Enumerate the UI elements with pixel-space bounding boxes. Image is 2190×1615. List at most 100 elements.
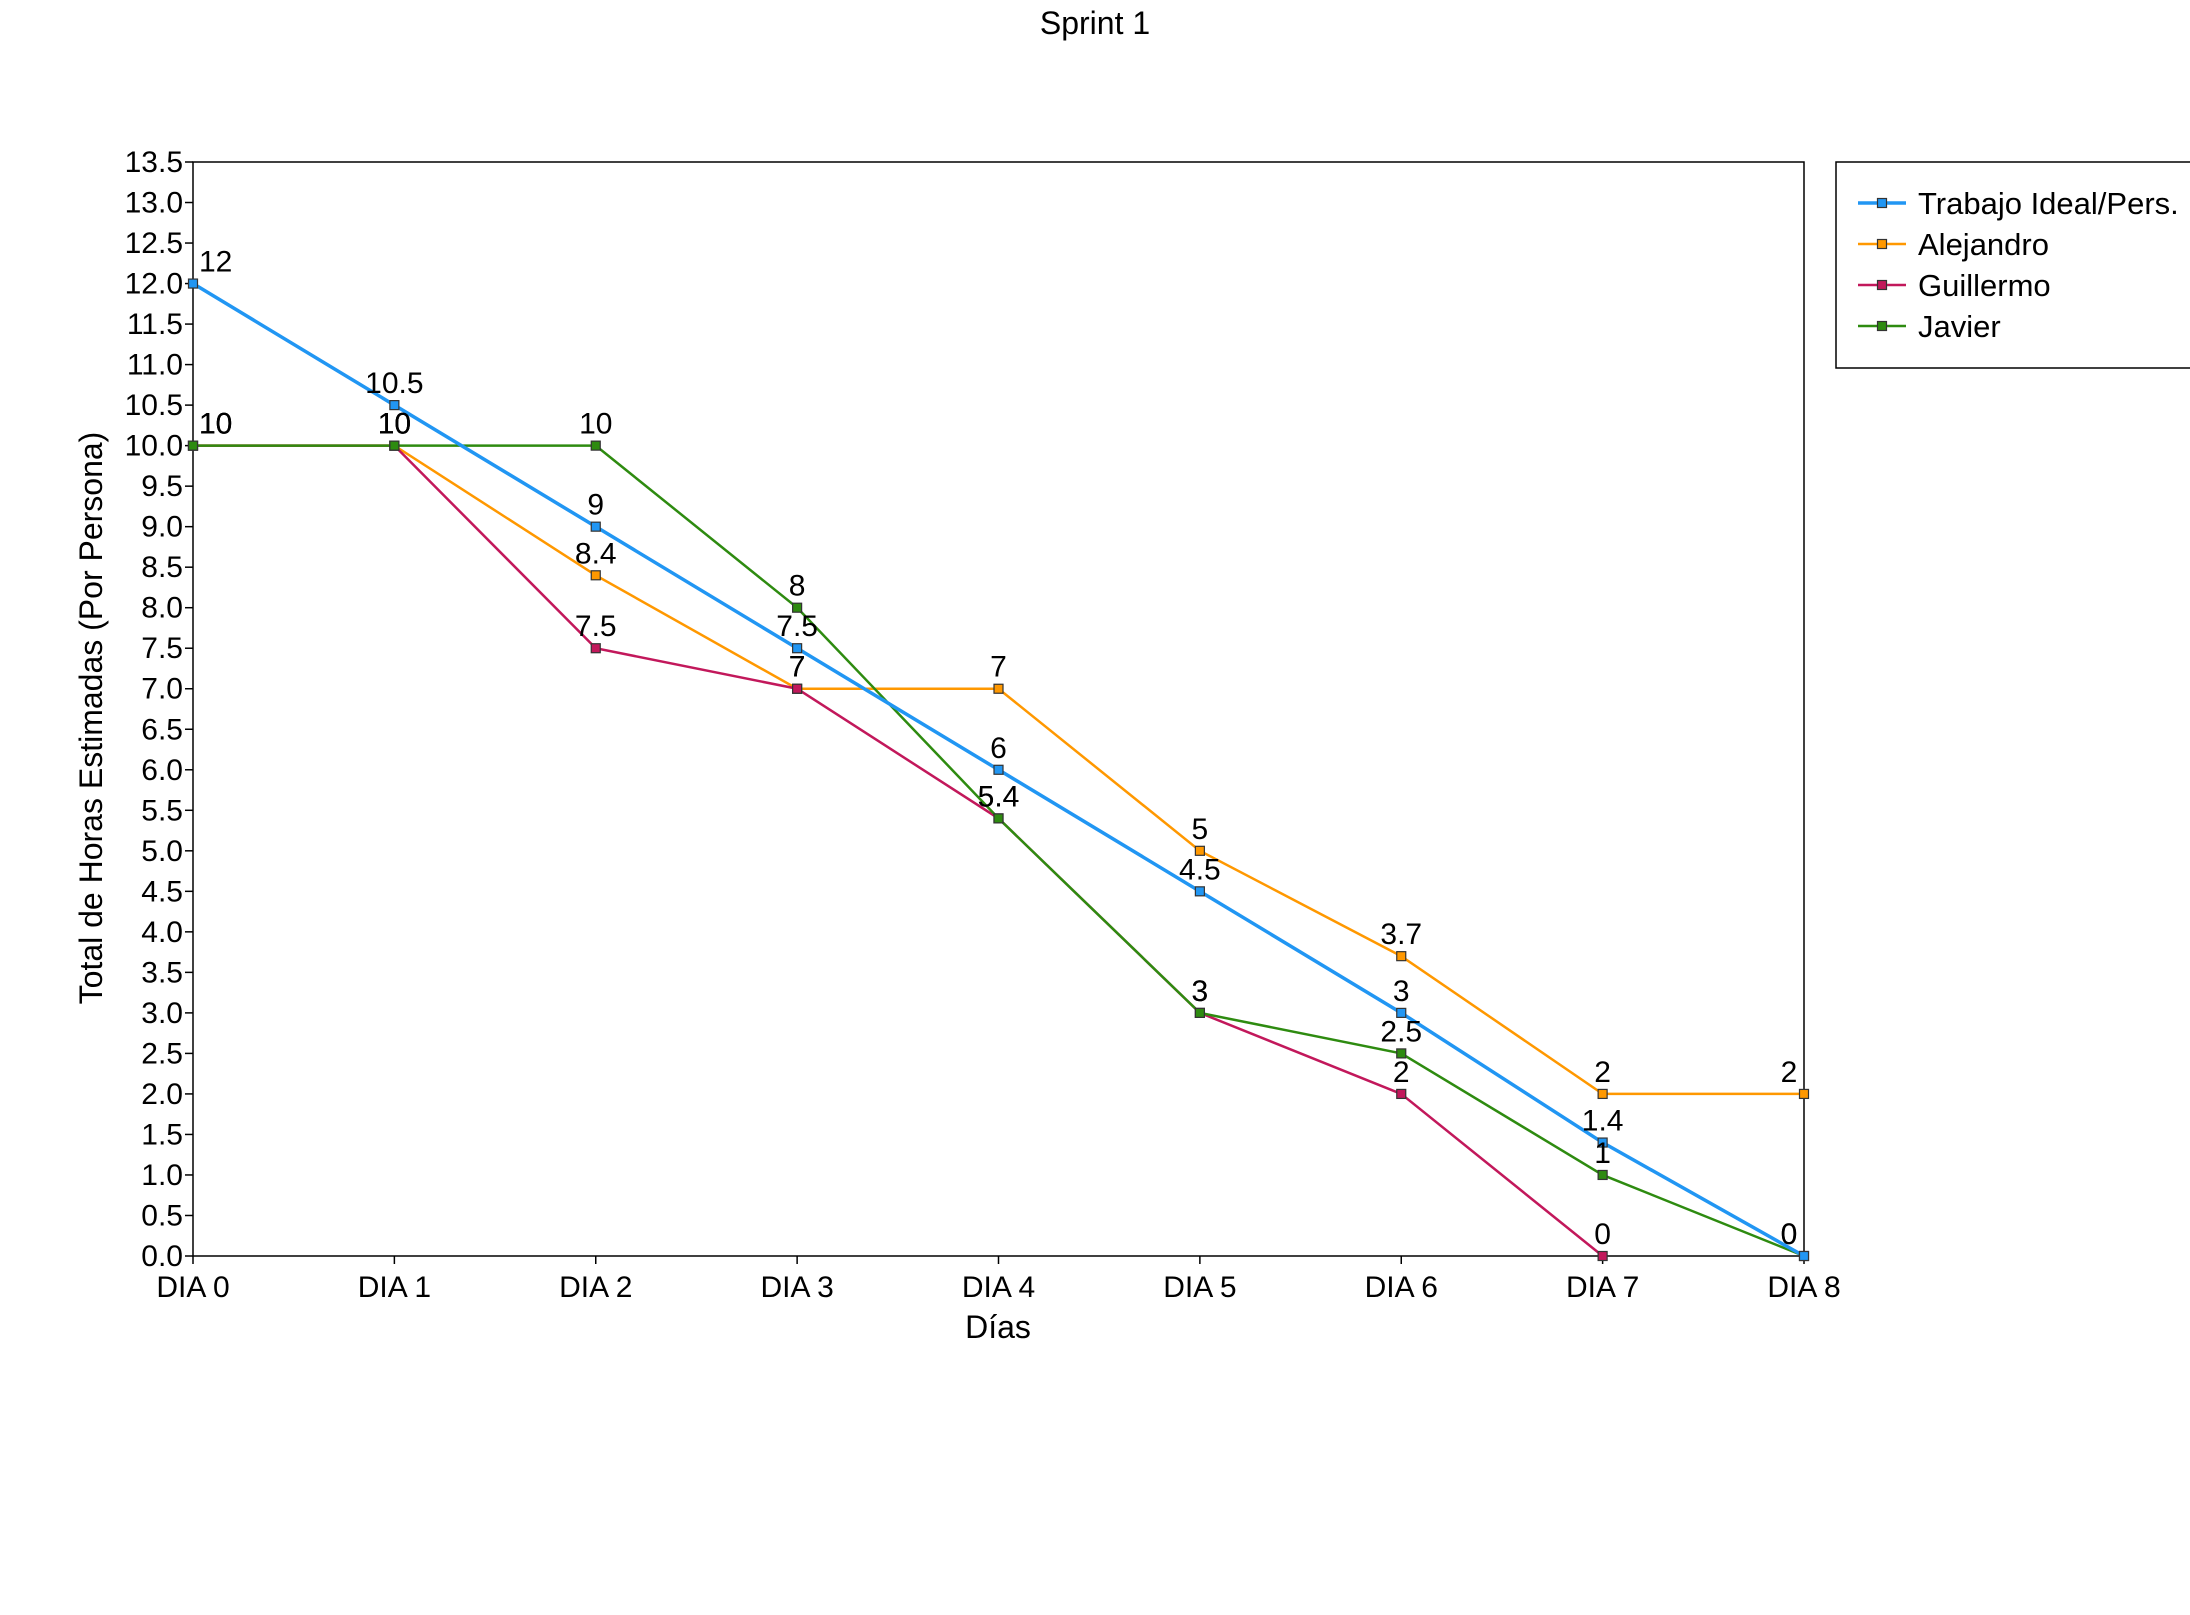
data-label: 10 — [378, 408, 411, 441]
data-label: 2.5 — [1380, 1015, 1422, 1048]
data-point — [1194, 845, 1205, 856]
series-layer — [187, 278, 1810, 1262]
data-point — [389, 440, 400, 451]
y-tick-label: 3.0 — [141, 997, 183, 1030]
data-label: 1.4 — [1582, 1105, 1624, 1138]
data-label: 10 — [199, 408, 232, 441]
x-tick-label: DIA 8 — [1767, 1271, 1840, 1304]
data-point — [1597, 1137, 1608, 1148]
y-axis-title: Total de Horas Estimadas (Por Persona) — [73, 432, 109, 1005]
data-label: 6 — [990, 732, 1007, 765]
x-axis-title: Días — [965, 1309, 1031, 1345]
legend-swatch-marker — [1876, 279, 1888, 291]
chart-title: Sprint 1 — [1040, 5, 1150, 41]
y-tick-label: 4.5 — [141, 875, 183, 908]
legend-label: Javier — [1918, 309, 2001, 344]
data-label: 4.5 — [1179, 853, 1221, 886]
data-point — [187, 440, 199, 451]
data-label: 8 — [789, 570, 806, 603]
y-tick-label: 13.0 — [125, 187, 183, 220]
y-axis: 0.0 0.5 1.0 1.5 2.0 2.5 3.0 3.5 4.0 4.5 5.0 5.5 6.0 6… — [125, 146, 193, 1273]
data-label: 3.7 — [1380, 918, 1422, 951]
legend-swatch-marker — [1876, 197, 1888, 209]
legend-label: Guillermo — [1918, 268, 2051, 303]
data-label: 5.4 — [978, 780, 1020, 813]
data-point — [590, 570, 601, 581]
data-label: 10 — [378, 408, 411, 441]
y-tick-label: 1.5 — [141, 1118, 183, 1151]
data-label: 7.5 — [776, 610, 818, 643]
x-tick-label: DIA 1 — [358, 1271, 431, 1304]
y-tick-label: 2.5 — [141, 1037, 183, 1070]
series-line-guillermo — [193, 444, 1604, 1257]
data-label: 0 — [1781, 1218, 1798, 1251]
y-tick-label: 3.5 — [141, 956, 183, 989]
data-label: 0 — [1781, 1218, 1798, 1251]
data-point — [1597, 1088, 1608, 1100]
data-label: 9 — [587, 489, 604, 522]
data-label: 10 — [378, 408, 411, 441]
data-point — [590, 643, 601, 654]
data-label: 5 — [1192, 813, 1209, 846]
data-label: 10 — [199, 408, 232, 441]
data-point — [187, 278, 199, 289]
x-tick-label: DIA 6 — [1365, 1271, 1438, 1304]
x-axis: DIA 0 DIA 1 DIA 2 DIA 3 DIA 4 DIA 5 DIA 6 DIA 7… — [156, 1256, 1841, 1304]
data-point — [1798, 1088, 1810, 1100]
y-tick-label: 9.0 — [141, 511, 183, 544]
data-label: 12 — [199, 246, 232, 279]
y-tick-label: 12.0 — [125, 268, 183, 301]
data-label: 10.5 — [365, 367, 423, 400]
x-tick-label: DIA 3 — [760, 1271, 833, 1304]
y-tick-label: 9.5 — [141, 470, 183, 503]
x-tick-label: DIA 0 — [156, 1271, 229, 1304]
data-label: 8.4 — [575, 537, 617, 570]
data-label: 0 — [1594, 1218, 1611, 1251]
plot-area — [192, 161, 1805, 1257]
data-point — [792, 602, 803, 613]
legend-swatch-marker — [1876, 320, 1888, 332]
data-label: 5.4 — [978, 780, 1020, 813]
data-point — [1597, 1169, 1608, 1181]
y-tick-label: 8.0 — [141, 592, 183, 625]
data-point — [792, 683, 803, 694]
y-tick-label: 7.0 — [141, 673, 183, 706]
data-point — [1396, 1088, 1407, 1100]
legend-swatch-marker — [1876, 238, 1888, 250]
x-tick-label: DIA 4 — [962, 1271, 1035, 1304]
y-tick-label: 0.0 — [141, 1240, 183, 1273]
series-line-javier — [193, 444, 1805, 1258]
data-label: 7 — [789, 651, 806, 684]
data-point — [389, 400, 400, 411]
data-label: 7.5 — [575, 610, 617, 643]
data-label: 10 — [579, 408, 612, 441]
data-label: 2 — [1781, 1056, 1798, 1089]
x-tick-label: DIA 2 — [559, 1271, 632, 1304]
y-tick-label: 1.0 — [141, 1159, 183, 1192]
data-point — [590, 521, 601, 532]
data-point — [1396, 1007, 1407, 1018]
y-tick-label: 5.5 — [141, 794, 183, 827]
legend-label: Alejandro — [1918, 227, 2049, 262]
data-point — [1194, 886, 1205, 897]
y-tick-label: 13.5 — [125, 146, 183, 179]
y-tick-label: 2.0 — [141, 1078, 183, 1111]
x-tick-label: DIA 7 — [1566, 1271, 1639, 1304]
data-label: 7 — [789, 651, 806, 684]
y-tick-label: 10.0 — [125, 430, 183, 463]
y-tick-label: 7.5 — [141, 632, 183, 665]
y-tick-label: 8.5 — [141, 551, 183, 584]
y-tick-label: 10.5 — [125, 389, 183, 422]
data-point — [993, 683, 1004, 694]
data-label: 2 — [1393, 1056, 1410, 1089]
data-label: 2 — [1594, 1056, 1611, 1089]
data-point — [1597, 1250, 1608, 1262]
data-label: 7 — [990, 651, 1007, 684]
data-point — [1396, 951, 1407, 962]
legend: Trabajo Ideal/Pers. Alejandro Guillermo Jav… — [1835, 161, 2190, 369]
y-tick-label: 6.5 — [141, 713, 183, 746]
data-label: 3 — [1393, 975, 1410, 1008]
y-tick-label: 11.5 — [127, 308, 183, 341]
